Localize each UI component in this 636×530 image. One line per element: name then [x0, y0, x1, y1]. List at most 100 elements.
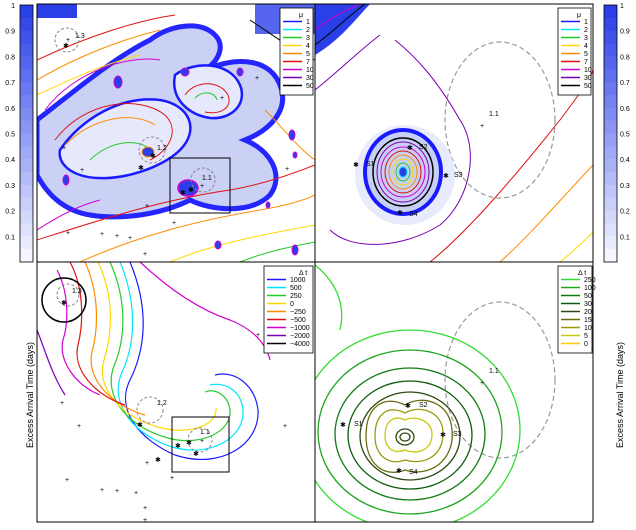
svg-text:✱: ✱: [443, 172, 449, 180]
colorbar-tick-label: 1: [620, 3, 624, 10]
svg-text:+: +: [62, 145, 66, 152]
colorbar-tick-label: 0.8: [620, 54, 630, 61]
svg-text:✱: ✱: [340, 421, 346, 429]
svg-text:+: +: [100, 231, 104, 238]
svg-text:+: +: [285, 166, 289, 173]
svg-text:+: +: [66, 37, 70, 44]
colorbar-tick-label: 0.2: [5, 209, 15, 216]
colorbar-tick-label: 0.6: [620, 106, 630, 113]
svg-text:+: +: [80, 167, 84, 174]
svg-text:✱: ✱: [180, 189, 186, 197]
svg-text:+: +: [172, 220, 176, 227]
svg-text:✱: ✱: [155, 456, 161, 464]
td-image-label-1-1: 1.1: [200, 429, 210, 436]
td-image-label-1-3: 1.3: [72, 288, 82, 295]
svg-text:+: +: [143, 505, 147, 512]
legend-entry-label: 20: [584, 309, 592, 316]
legend-entry-label: 2: [306, 27, 310, 34]
legend-entry-label: 30: [584, 75, 592, 82]
svg-text:+: +: [200, 438, 204, 445]
zoom-source-s4: S4: [409, 211, 418, 218]
svg-text:+: +: [134, 490, 138, 497]
legend-entry-label: 4: [584, 43, 588, 50]
svg-text:+: +: [66, 230, 70, 237]
legend-title: μ: [577, 12, 581, 19]
svg-text:+: +: [283, 423, 287, 430]
legend-entry-label: 1000: [290, 277, 306, 284]
legend-entry-label: 7: [584, 59, 588, 66]
colorbar-right: 1 0.9 0.8 0.7 0.6 0.5 0.4 0.3 0.2 0.1: [603, 3, 630, 263]
legend-entry-label: 4: [306, 43, 310, 50]
svg-text:✱: ✱: [397, 209, 403, 217]
svg-text:✱: ✱: [193, 450, 199, 458]
legend-entry-label: 7: [306, 59, 310, 66]
svg-text:+: +: [77, 423, 81, 430]
svg-text:✱: ✱: [61, 299, 67, 307]
y-axis-title-left: Excess Arrival Time (days): [25, 342, 35, 448]
panel-br-frame: [314, 261, 594, 523]
colorbar-tick-label: 0.4: [5, 157, 15, 164]
colorbar-tick-label: 0.3: [5, 183, 15, 190]
legend-entry-label: 5: [584, 333, 588, 340]
colorbar-tick-label: 0.8: [5, 54, 15, 61]
colorbar-tick-label: 0.9: [5, 29, 15, 36]
legend-entry-label: 50: [306, 83, 314, 90]
legend-entry-label: 5: [306, 51, 310, 58]
legend-entry-label: 10: [584, 67, 592, 74]
zoom-image-label-1-1: 1.1: [489, 111, 499, 118]
svg-text:+: +: [200, 183, 204, 190]
image-label-1-2: 1.2: [157, 145, 167, 152]
colorbar-tick-label: 0.6: [5, 106, 15, 113]
svg-text:✱: ✱: [186, 439, 192, 447]
td-zoom-source-s4: S4: [409, 469, 418, 476]
panel-magnification-overview: ✱ ✱ ✱ ✱ ✱ + + + + + + + + + + + + + + + …: [37, 4, 315, 262]
legend-entry-label: 5: [584, 51, 588, 58]
svg-text:✱: ✱: [407, 144, 413, 152]
svg-text:✱: ✱: [405, 402, 411, 410]
legend-title: Δ t: [299, 270, 307, 277]
legend-entry-label: 0: [584, 341, 588, 348]
svg-text:+: +: [170, 475, 174, 482]
legend-entry-label: −2000: [290, 333, 310, 340]
legend-title: μ: [299, 12, 303, 19]
colorbar-tick-label: 0.1: [620, 234, 630, 241]
legend-entry-label: 1: [306, 19, 310, 26]
svg-text:+: +: [115, 233, 119, 240]
svg-text:+: +: [145, 460, 149, 467]
zoom-source-s2: S2: [419, 144, 428, 151]
svg-text:+: +: [220, 95, 224, 102]
svg-text:✱: ✱: [440, 431, 446, 439]
zoom-source-s1: S1: [366, 161, 375, 168]
legend-entry-label: 1: [584, 19, 588, 26]
svg-text:+: +: [480, 123, 484, 130]
colorbar-tick-label: 1: [11, 3, 15, 10]
svg-text:✱: ✱: [138, 164, 144, 172]
svg-text:✱: ✱: [353, 161, 359, 169]
colorbar-tick-label: 0.1: [5, 234, 15, 241]
svg-text:+: +: [480, 380, 484, 387]
legend-entry-label: 50: [584, 83, 592, 90]
td-image-label-1-2: 1.2: [157, 400, 167, 407]
svg-text:+: +: [255, 75, 259, 82]
legend-entry-label: 10: [584, 325, 592, 332]
legend-entry-label: 50: [584, 293, 592, 300]
svg-text:+: +: [60, 400, 64, 407]
colorbar-tick-label: 0.7: [5, 80, 15, 87]
legend-entry-label: 250: [584, 277, 596, 284]
legend-entry-label: −500: [290, 317, 306, 324]
colorbar-tick-label: 0.4: [620, 157, 630, 164]
colorbar-tick-label: 0.7: [620, 80, 630, 87]
legend-entry-label: 0: [290, 301, 294, 308]
legend-entry-label: 3: [584, 35, 588, 42]
image-label-1-1: 1.1: [202, 175, 212, 182]
svg-text:+: +: [143, 517, 147, 524]
legend-entry-label: 500: [290, 285, 302, 292]
zoom-source-s3: S3: [454, 172, 463, 179]
legend-entry-label: 100: [584, 285, 596, 292]
svg-text:+: +: [143, 251, 147, 258]
